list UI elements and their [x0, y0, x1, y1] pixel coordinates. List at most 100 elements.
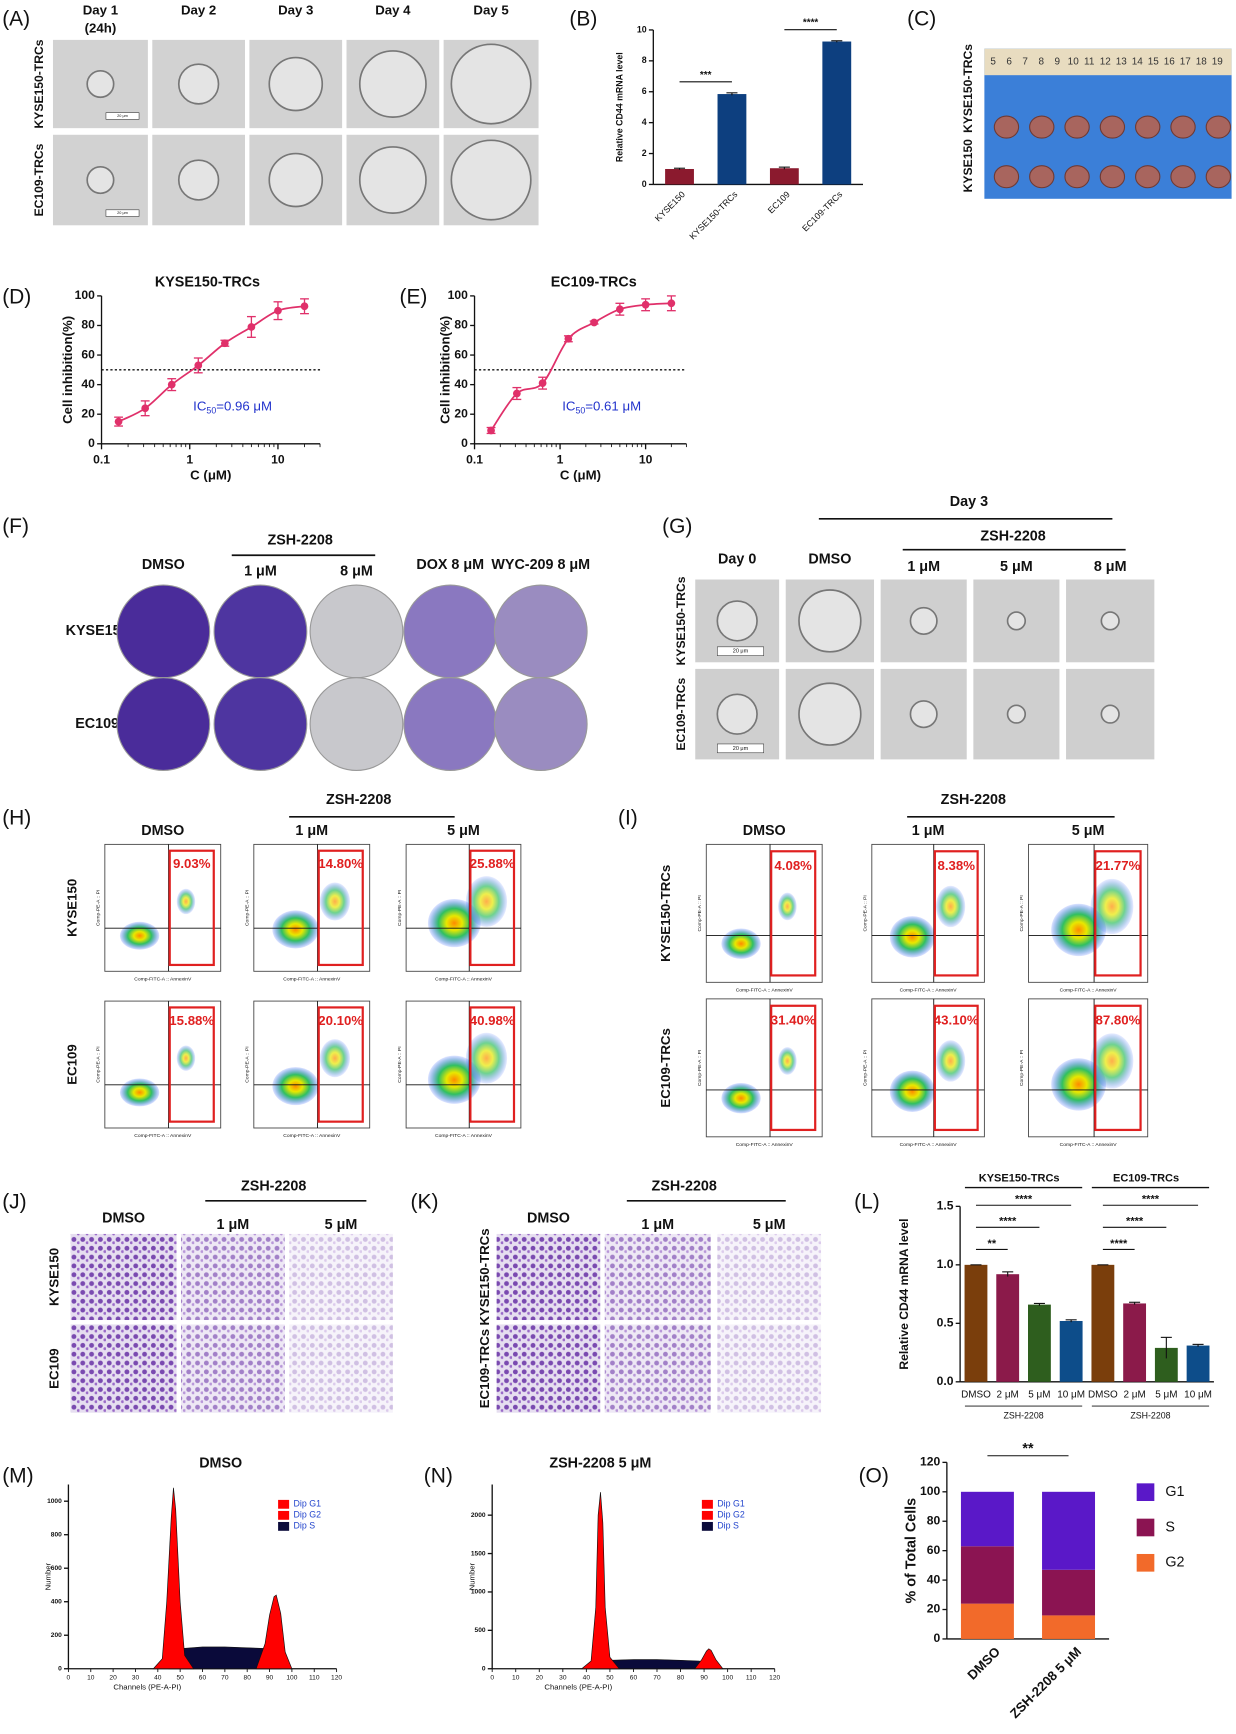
gate-box — [317, 1006, 364, 1123]
group-title: KYSE150-TRCs — [979, 1173, 1060, 1185]
ruler-number: 15 — [1148, 57, 1160, 68]
y-tick-label: 60 — [454, 347, 468, 361]
label: Day 0 — [718, 551, 756, 567]
cell — [798, 682, 862, 746]
peak — [693, 1648, 724, 1670]
gate-box — [1094, 850, 1142, 977]
y-tick-label: 100 — [75, 288, 95, 302]
x-tick-label: 60 — [630, 1674, 638, 1681]
x-tick-label: 20 — [536, 1674, 544, 1681]
group-title: EC109-TRCs — [1113, 1173, 1179, 1185]
label: KYSE150-TRCs — [477, 1228, 492, 1325]
axis-label: Comp-PE-A :: PI — [1019, 895, 1025, 931]
y-tick-label: 1000 — [47, 1498, 62, 1505]
percentage: 25.88% — [470, 856, 515, 871]
cell — [358, 50, 427, 118]
y-axis-label: Number — [467, 1562, 476, 1590]
cell — [177, 63, 220, 105]
annotation-part: IC — [562, 398, 576, 413]
label: DMSO — [142, 557, 185, 573]
label: DMSO — [102, 1210, 145, 1226]
bar — [1028, 1304, 1051, 1382]
panel-label: (I) — [618, 807, 638, 830]
label: DMSO — [808, 551, 851, 567]
significance: **** — [1015, 1194, 1033, 1206]
annotation-part: IC — [193, 398, 207, 413]
panel-label: (C) — [907, 8, 936, 31]
label: ZSH-2208 — [652, 1178, 717, 1194]
significance: *** — [700, 70, 712, 81]
label: 5 μM — [447, 823, 480, 839]
axis-label: Comp-FITC-A :: AnnexinV — [134, 976, 192, 982]
density — [176, 888, 196, 915]
density — [721, 928, 761, 959]
x-tick-label: 100 — [286, 1674, 297, 1681]
bar-segment — [1042, 1615, 1096, 1639]
y-axis-label: Relative CD44 mRNA level — [615, 52, 625, 162]
y-tick-label: 1.5 — [937, 1199, 954, 1213]
y-tick-label: 10 — [637, 24, 647, 34]
label: ZSH-2208 — [980, 528, 1045, 544]
transwell-image — [289, 1233, 393, 1321]
legend-swatch — [278, 1510, 290, 1520]
y-tick-label: 2 — [642, 148, 647, 158]
tumor — [1029, 165, 1055, 189]
x-tick-label: 70 — [221, 1674, 229, 1681]
ruler — [984, 48, 1232, 76]
annotation-part: 50 — [575, 406, 585, 416]
density — [1090, 1033, 1134, 1089]
label: 1 μM — [641, 1217, 674, 1233]
label: KYSE150-TRCs — [658, 865, 673, 962]
label: EC109-TRCs — [32, 143, 46, 216]
flow-plot — [104, 1000, 222, 1129]
fit-curve — [118, 305, 305, 423]
chart-title: KYSE150-TRCs — [155, 274, 260, 290]
scale-bar — [105, 209, 140, 217]
transwell-image — [180, 1233, 285, 1321]
x-tick-label: 70 — [653, 1674, 661, 1681]
scale-bar — [717, 646, 764, 656]
transwell-image — [717, 1233, 822, 1321]
chart-title: ZSH-2208 5 μM — [549, 1455, 651, 1471]
axis-label: Comp-FITC-A :: AnnexinV — [435, 976, 493, 982]
cell — [268, 152, 324, 208]
transwell-image — [604, 1324, 711, 1413]
ruler-number: 11 — [1084, 57, 1095, 68]
tumor — [1099, 165, 1126, 189]
y-tick-label: 60 — [81, 347, 95, 361]
tumor — [1064, 165, 1090, 189]
y-tick-label: 6 — [642, 86, 647, 96]
y-tick-label: 0 — [58, 1665, 62, 1672]
percentage: 40.98% — [470, 1013, 515, 1028]
percentage: 14.80% — [318, 856, 363, 871]
y-tick-label: 8 — [642, 55, 647, 65]
density — [272, 1067, 319, 1106]
density — [119, 921, 160, 950]
axis-label: Comp-PE-A :: PI — [245, 1046, 251, 1082]
label: 1 μM — [912, 823, 945, 839]
axis-label: Comp-PE-A :: PI — [397, 1046, 403, 1082]
point — [247, 323, 256, 331]
panel-label: (L) — [854, 1191, 880, 1214]
density — [272, 910, 319, 949]
x-tick-label: KYSE150 — [653, 189, 687, 223]
bar — [1091, 1264, 1115, 1382]
x-tick-label: 0.1 — [466, 453, 483, 467]
y-tick-label: 100 — [448, 288, 468, 302]
gate-box — [168, 1006, 215, 1123]
cell — [1100, 611, 1120, 631]
axis-label: Comp-PE-A :: PI — [1019, 1050, 1025, 1086]
label: ZSH-2208 — [268, 533, 333, 549]
point — [667, 299, 676, 308]
y-tick-label: 0 — [642, 179, 647, 189]
axis-label: Comp-PE-A :: PI — [697, 895, 703, 931]
axis-label: Comp-FITC-A :: AnnexinV — [134, 1133, 192, 1139]
density — [119, 1078, 160, 1107]
panel-label: (A) — [2, 8, 30, 31]
axis-label: Comp-PE-A :: PI — [697, 1050, 703, 1086]
panel-label: (N) — [424, 1464, 453, 1487]
cell — [450, 43, 532, 125]
label: 8 μM — [340, 564, 373, 580]
density — [465, 876, 508, 927]
y-tick-label: 0 — [933, 1631, 940, 1645]
